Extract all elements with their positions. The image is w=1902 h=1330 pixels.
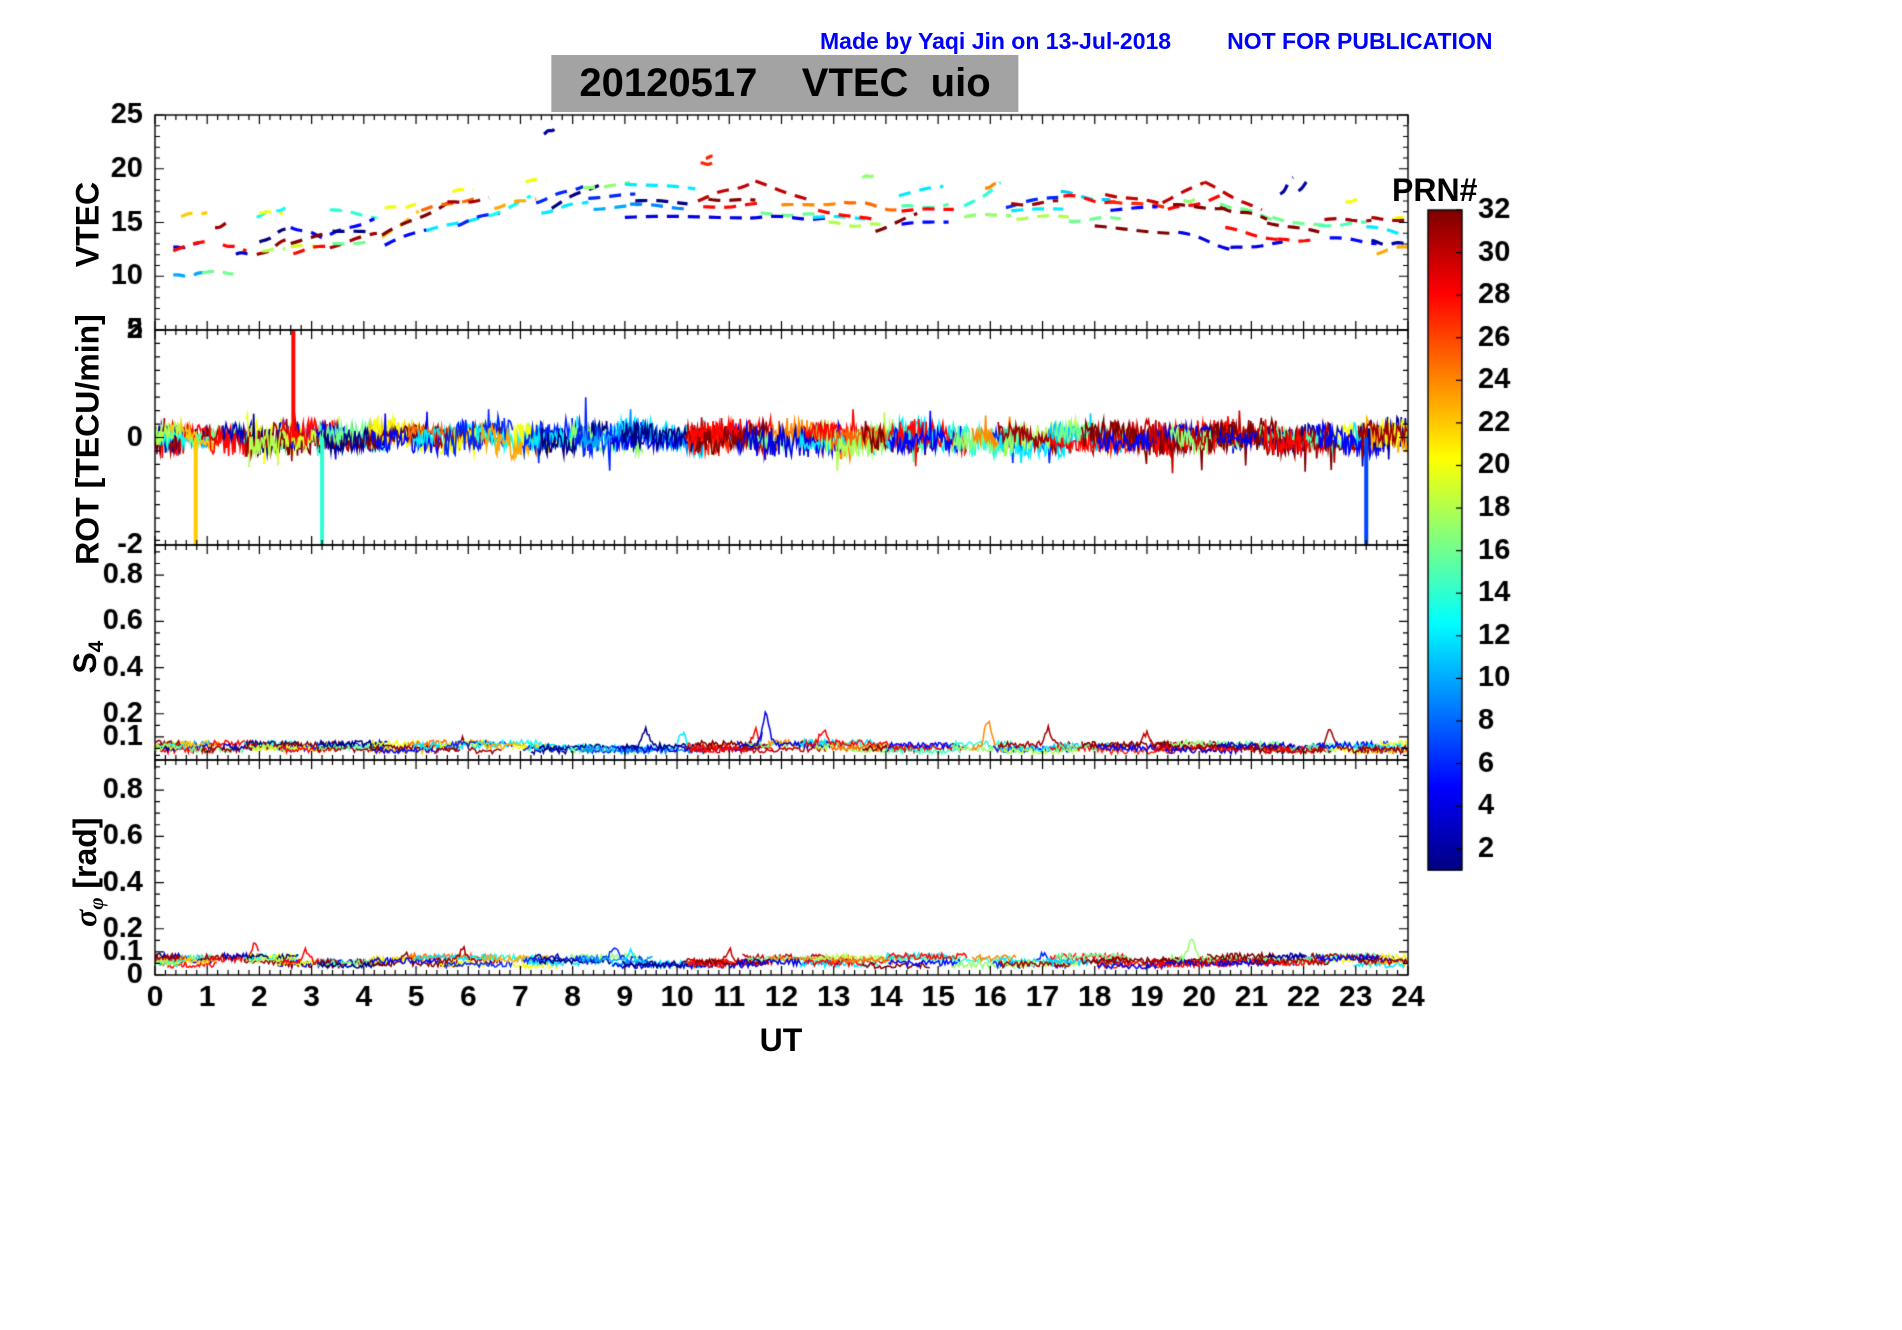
colorbar-label: PRN# [1392, 172, 1478, 208]
xlabel-ut: UT [759, 1022, 803, 1058]
ylabel-sigma-phi: σφ [rad] [67, 712, 109, 1032]
credit-text: Made by Yaqi Jin on 13-Jul-2018 [820, 28, 1172, 54]
rad-unit: [rad] [66, 817, 103, 898]
s4-symbol: S [66, 652, 103, 674]
s4-subscript: 4 [85, 640, 109, 653]
publication-warning: NOT FOR PUBLICATION [1227, 28, 1493, 54]
credit-line: Made by Yaqi Jin on 13-Jul-2018 NOT FOR … [820, 28, 1492, 55]
sigma-symbol: σ [66, 909, 103, 927]
phi-subscript: φ [85, 897, 109, 910]
chart-title: 20120517 VTEC uio [551, 55, 1019, 112]
